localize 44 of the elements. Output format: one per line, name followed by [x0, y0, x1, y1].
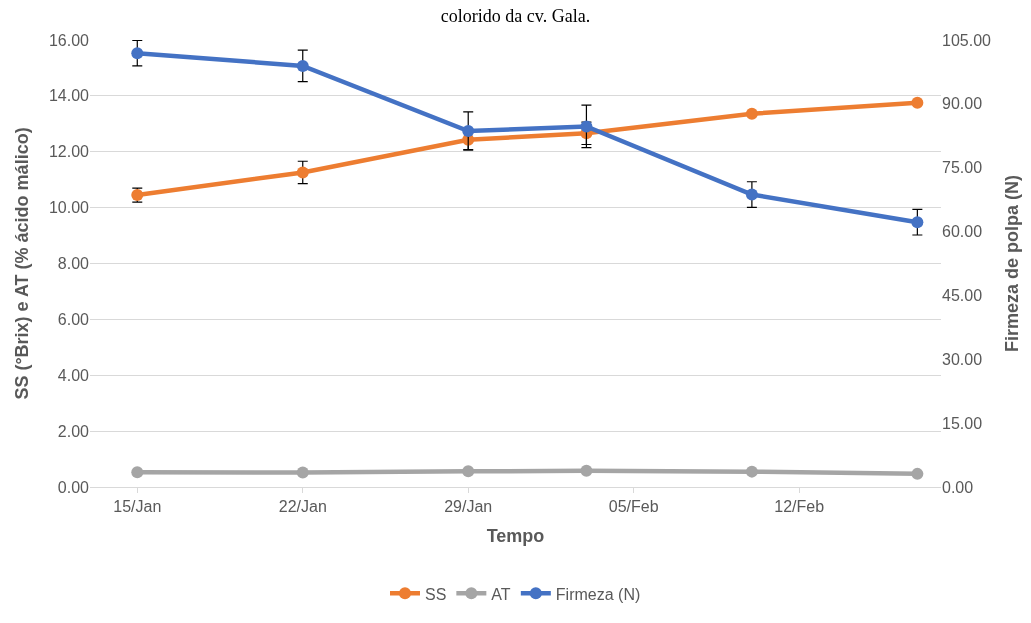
- point: [131, 466, 144, 479]
- point: [296, 166, 309, 179]
- y2-tick-label: 90.00: [942, 95, 983, 113]
- y-tick-label: 0.00: [57, 478, 90, 496]
- y2-tick-label: 15.00: [942, 414, 983, 432]
- point: [745, 465, 758, 478]
- y-tick-label: 12.00: [48, 143, 90, 161]
- y2-tick-label: 105.00: [942, 31, 992, 49]
- x-tick-label: 22/Jan: [278, 498, 327, 516]
- y-tick-label: 6.00: [57, 310, 90, 328]
- point: [580, 464, 593, 477]
- y2-tick-label: 45.00: [942, 287, 983, 305]
- point: [745, 107, 758, 120]
- chart-title: colorido da cv. Gala.: [440, 5, 591, 26]
- x-tick-label: 12/Feb: [774, 498, 825, 516]
- y-tick-label: 8.00: [57, 255, 90, 273]
- point: [911, 216, 924, 229]
- y-axis-title: SS (°Brix) e AT (% ácido málico): [12, 127, 33, 400]
- point: [745, 188, 758, 201]
- y2-tick-label: 0.00: [942, 478, 974, 496]
- x-tick-label: 05/Feb: [608, 498, 659, 516]
- point: [296, 466, 309, 479]
- y2-tick-label: 60.00: [942, 223, 983, 241]
- x-tick-label: 15/Jan: [113, 498, 162, 516]
- legend-label: Firmeza (N): [555, 585, 641, 603]
- point: [462, 465, 475, 478]
- point: [911, 467, 924, 480]
- point: [296, 59, 309, 72]
- y2-tick-label: 75.00: [942, 159, 983, 177]
- y2-axis-title: Firmeza de polpa (N): [1002, 174, 1023, 353]
- point: [131, 47, 144, 60]
- point: [462, 125, 475, 138]
- x-tick-label: 29/Jan: [444, 498, 493, 516]
- y-tick-label: 2.00: [57, 422, 90, 440]
- legend-label: AT: [491, 585, 511, 603]
- y-tick-label: 4.00: [57, 366, 90, 384]
- y-tick-label: 10.00: [48, 199, 90, 217]
- point: [580, 120, 593, 133]
- y-tick-label: 14.00: [48, 87, 90, 105]
- x-axis-title: Tempo: [486, 526, 545, 547]
- y2-tick-label: 30.00: [942, 350, 983, 368]
- y-tick-label: 16.00: [48, 31, 90, 49]
- point: [911, 96, 924, 109]
- legend-label: SS: [425, 585, 447, 603]
